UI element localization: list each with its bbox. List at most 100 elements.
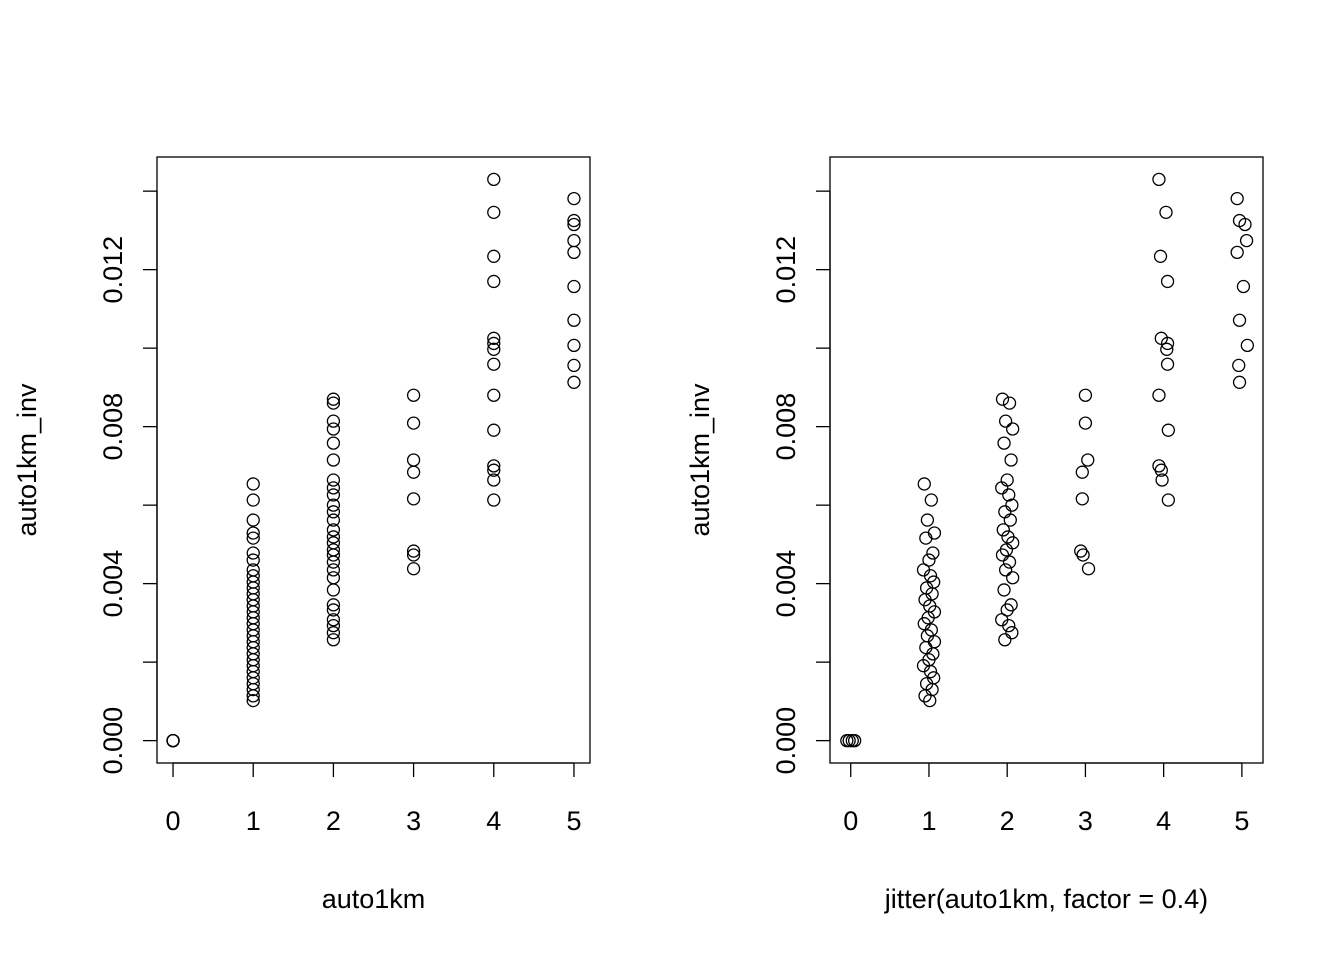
point — [326, 618, 341, 633]
x-tick-label: 2 — [1000, 806, 1015, 836]
point — [1078, 388, 1093, 402]
point — [326, 598, 341, 612]
point — [326, 555, 341, 569]
point — [487, 274, 501, 289]
point — [923, 569, 938, 583]
point — [998, 563, 1013, 577]
point — [326, 422, 341, 436]
point — [326, 633, 341, 647]
point — [567, 375, 581, 389]
point — [919, 531, 933, 545]
point — [326, 626, 341, 640]
point — [1006, 571, 1020, 585]
point — [326, 453, 341, 467]
point — [1153, 249, 1168, 263]
point — [487, 342, 501, 356]
point — [326, 548, 341, 562]
point — [326, 473, 341, 487]
x-tick-label: 3 — [1078, 806, 1093, 836]
point — [406, 453, 421, 467]
point — [166, 733, 180, 748]
point — [1230, 245, 1244, 260]
point — [920, 513, 935, 527]
point — [1160, 274, 1175, 289]
point — [567, 358, 581, 373]
point — [246, 693, 260, 708]
point — [567, 233, 581, 248]
point — [1081, 453, 1095, 467]
point — [1232, 313, 1247, 327]
point — [406, 544, 421, 558]
point — [1081, 562, 1096, 576]
point — [567, 338, 581, 353]
point — [246, 553, 260, 567]
point — [487, 493, 501, 507]
point — [487, 459, 501, 473]
point — [842, 733, 856, 748]
point — [487, 172, 501, 187]
point — [487, 463, 501, 477]
point — [406, 465, 421, 479]
point — [246, 531, 260, 545]
point — [326, 583, 341, 597]
point — [997, 583, 1011, 597]
point — [246, 526, 260, 540]
point — [406, 388, 421, 402]
y-tick-label: 0.012 — [98, 236, 128, 304]
point — [567, 217, 581, 232]
point — [246, 682, 260, 697]
point — [487, 473, 501, 487]
point — [1232, 375, 1247, 389]
y-tick-label: 0.004 — [98, 550, 128, 618]
point — [487, 388, 501, 402]
x-tick-label: 4 — [1156, 806, 1171, 836]
point — [326, 571, 341, 585]
point — [406, 548, 421, 562]
point — [326, 613, 341, 627]
point — [917, 477, 931, 491]
point — [246, 689, 260, 703]
point — [326, 436, 341, 450]
y-tick-label: 0.000 — [98, 707, 128, 775]
x-tick-label: 5 — [566, 806, 581, 836]
point — [567, 245, 581, 260]
point — [1152, 172, 1166, 187]
point — [246, 477, 260, 491]
point — [995, 392, 1010, 406]
point — [1155, 473, 1169, 487]
x-tick-label: 1 — [921, 806, 936, 836]
point — [326, 488, 341, 502]
point — [1002, 555, 1017, 569]
point — [1239, 233, 1254, 248]
point — [1075, 492, 1089, 506]
point — [995, 548, 1010, 562]
x-axis-label: auto1km — [322, 884, 426, 914]
point — [1002, 396, 1017, 410]
point — [487, 423, 501, 437]
point — [326, 498, 341, 512]
point — [1161, 423, 1175, 437]
x-tick-label: 2 — [326, 806, 341, 836]
point — [1004, 453, 1018, 467]
point — [1076, 548, 1090, 562]
point — [406, 492, 421, 506]
y-tick-label: 0.004 — [771, 550, 801, 618]
point — [1002, 618, 1016, 633]
point — [926, 546, 940, 560]
point — [1006, 422, 1020, 436]
point — [847, 733, 862, 748]
point — [326, 392, 341, 406]
point — [998, 505, 1012, 519]
point — [567, 279, 581, 294]
point — [1236, 279, 1251, 294]
y-axis-label: auto1km_inv — [685, 383, 715, 537]
y-tick-label: 0.008 — [98, 393, 128, 461]
point — [326, 523, 341, 537]
point — [1160, 342, 1174, 356]
point — [1000, 603, 1014, 617]
point — [1152, 388, 1166, 402]
x-tick-label: 0 — [166, 806, 181, 836]
plot-box — [156, 156, 591, 764]
point — [922, 553, 936, 567]
